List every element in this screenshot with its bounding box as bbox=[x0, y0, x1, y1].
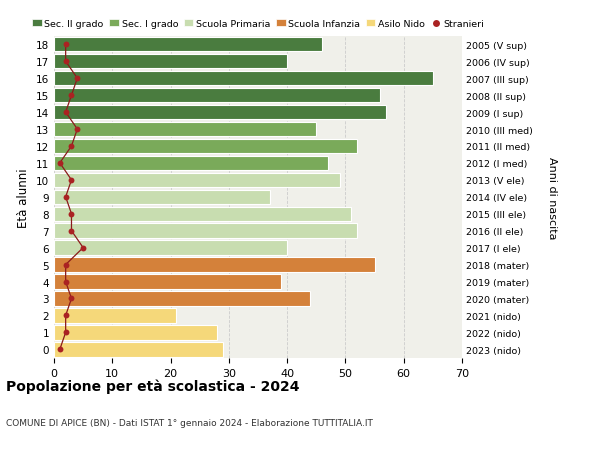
Bar bbox=[54, 72, 433, 86]
Point bbox=[73, 126, 82, 134]
Point bbox=[73, 75, 82, 83]
Bar bbox=[54, 123, 316, 137]
Point bbox=[55, 346, 65, 353]
Point bbox=[61, 278, 70, 285]
Point bbox=[67, 143, 76, 150]
Point bbox=[67, 177, 76, 184]
Point bbox=[61, 329, 70, 336]
Point bbox=[79, 245, 88, 252]
Bar bbox=[54, 173, 340, 188]
Point bbox=[61, 261, 70, 269]
Bar bbox=[54, 190, 269, 205]
Point bbox=[61, 109, 70, 117]
Bar bbox=[54, 342, 223, 357]
Bar bbox=[54, 224, 357, 238]
Bar bbox=[54, 89, 380, 103]
Bar bbox=[54, 106, 386, 120]
Bar bbox=[54, 55, 287, 69]
Point bbox=[67, 295, 76, 302]
Legend: Sec. II grado, Sec. I grado, Scuola Primaria, Scuola Infanzia, Asilo Nido, Stran: Sec. II grado, Sec. I grado, Scuola Prim… bbox=[32, 20, 484, 29]
Y-axis label: Età alunni: Età alunni bbox=[17, 168, 31, 227]
Text: Popolazione per età scolastica - 2024: Popolazione per età scolastica - 2024 bbox=[6, 379, 299, 393]
Bar bbox=[54, 241, 287, 255]
Bar bbox=[54, 325, 217, 340]
Bar bbox=[54, 207, 351, 221]
Point bbox=[67, 228, 76, 235]
Point bbox=[61, 58, 70, 66]
Point bbox=[67, 92, 76, 100]
Bar bbox=[54, 308, 176, 323]
Point bbox=[61, 194, 70, 201]
Bar bbox=[54, 157, 328, 171]
Bar bbox=[54, 291, 310, 306]
Bar bbox=[54, 38, 322, 52]
Point bbox=[61, 312, 70, 319]
Point bbox=[55, 160, 65, 167]
Y-axis label: Anni di nascita: Anni di nascita bbox=[547, 156, 557, 239]
Bar bbox=[54, 275, 281, 289]
Bar bbox=[54, 258, 374, 272]
Bar bbox=[54, 140, 357, 154]
Point bbox=[67, 211, 76, 218]
Point bbox=[61, 41, 70, 49]
Text: COMUNE DI APICE (BN) - Dati ISTAT 1° gennaio 2024 - Elaborazione TUTTITALIA.IT: COMUNE DI APICE (BN) - Dati ISTAT 1° gen… bbox=[6, 418, 373, 427]
